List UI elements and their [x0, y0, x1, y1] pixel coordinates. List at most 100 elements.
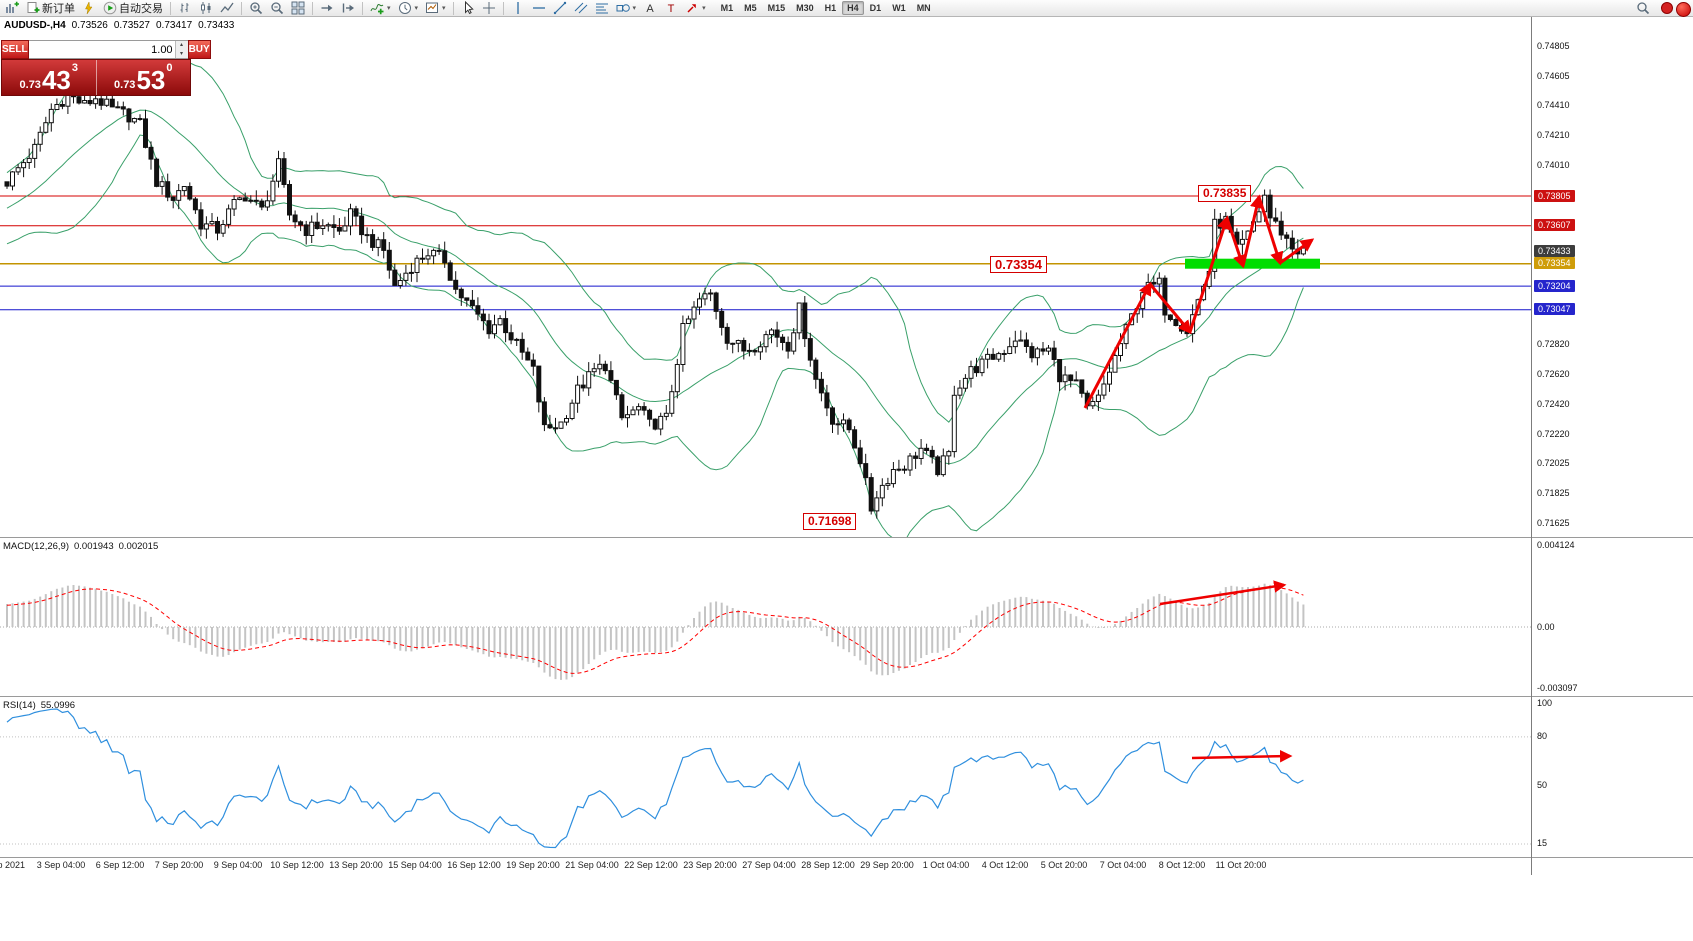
chevron-down-icon[interactable]: ▾ [414, 5, 419, 12]
time-tick-label: 22 Sep 12:00 [624, 860, 678, 870]
market-watch-button[interactable] [79, 0, 99, 17]
price-tick-label: 0.74410 [1537, 100, 1570, 111]
template-icon [426, 2, 439, 13]
zoom-in-button[interactable] [246, 0, 266, 17]
rsi-line [6, 708, 1304, 849]
timeframe-mn-button[interactable]: MN [916, 3, 931, 13]
timeframe-m30-button[interactable]: M30 [796, 3, 814, 13]
periods-button[interactable]: ▾ [395, 0, 422, 17]
rsi-axis-label: 15 [1537, 838, 1548, 848]
timeframe-m15-button[interactable]: M15 [767, 3, 786, 13]
time-axis[interactable]: 3 Sep 2021 3 Sep 04:00 6 Sep 12:00 7 Sep 20… [0, 859, 1532, 874]
time-tick-label: 13 Sep 20:00 [329, 860, 383, 870]
new-chart-button[interactable] [2, 0, 22, 17]
time-tick-label: 28 Sep 12:00 [801, 860, 855, 870]
macd-name: MACD(12,26,9) [3, 541, 69, 552]
price-tick-label: 0.72025 [1537, 458, 1570, 468]
new-order-button[interactable]: 新订单 [23, 0, 78, 17]
auto-scroll-button[interactable] [317, 0, 337, 17]
fibonacci-button[interactable] [592, 0, 612, 17]
price-level-label: 0.73354 [1534, 257, 1575, 270]
rsi-value: 55.0996 [40, 700, 76, 711]
hline-icon [532, 7, 545, 9]
timeframe-w1-button[interactable]: W1 [892, 3, 906, 13]
support-zone-rectangle[interactable] [1185, 258, 1320, 269]
alerts-button[interactable] [1657, 0, 1677, 17]
rsi-label: RSI(14) 55.0996 [3, 700, 75, 711]
text-button[interactable]: A [640, 0, 660, 17]
timeframe-m5-button[interactable]: M5 [744, 3, 757, 13]
toolbar-separator [170, 1, 171, 15]
volume-input[interactable] [28, 41, 175, 58]
templates-button[interactable]: ▾ [422, 0, 449, 17]
macd-panel-separator[interactable] [0, 537, 1693, 538]
notification-badge-icon[interactable] [1676, 2, 1691, 17]
macd-panel-canvas[interactable] [0, 538, 1532, 696]
crosshair-button[interactable] [479, 0, 499, 17]
chevron-down-icon[interactable]: ▾ [442, 5, 446, 12]
horizontal-line-button[interactable] [529, 0, 549, 17]
bollinger-bands [6, 55, 1304, 538]
chevron-down-icon[interactable]: ▾ [702, 5, 706, 12]
autoscroll-icon [321, 4, 333, 12]
chart-bars-button[interactable] [175, 0, 195, 17]
shapes-button[interactable]: ▾ [613, 0, 640, 17]
time-tick-label: 7 Oct 04:00 [1099, 860, 1147, 870]
chart-candles-button[interactable] [196, 0, 216, 17]
zoom-out-button[interactable] [267, 0, 287, 17]
time-tick-label: 23 Sep 20:00 [683, 860, 737, 870]
sell-button[interactable]: SELL [1, 40, 29, 59]
buy-button[interactable]: BUY [187, 40, 211, 59]
vertical-line-button[interactable] [508, 0, 528, 17]
price-chart-canvas[interactable] [0, 17, 1532, 538]
rsi-axis-label: 80 [1537, 731, 1548, 741]
price-level-label: 0.73433 [1534, 245, 1575, 258]
trend-arrows[interactable] [1083, 194, 1315, 409]
rsi-panel-separator[interactable] [0, 696, 1693, 697]
clock-icon [398, 2, 411, 14]
buy-price-big: 53 [136, 65, 166, 95]
auto-trading-button[interactable]: 自动交易 [100, 0, 166, 17]
timeframe-h4-button[interactable]: H4 [842, 1, 864, 15]
rsi-trend-arrow[interactable] [1191, 749, 1293, 763]
search-button[interactable] [1633, 0, 1653, 17]
rsi-panel-canvas[interactable] [0, 697, 1532, 857]
macd-axis-label: 0.004124 [1537, 540, 1575, 550]
horizontal-levels[interactable] [0, 195, 1532, 311]
tile-icon [291, 1, 305, 15]
indicators-button[interactable]: ▾ [367, 0, 394, 17]
price-callout[interactable]: 0.73354 [990, 256, 1047, 273]
tile-windows-button[interactable] [288, 0, 308, 17]
timeframe-m1-button[interactable]: M1 [720, 3, 734, 13]
buy-price-display[interactable]: 0.73 53 0 [97, 60, 191, 95]
time-tick-label: 9 Sep 04:00 [213, 860, 263, 870]
sell-price-display[interactable]: 0.73 43 3 [2, 60, 96, 95]
trendline-button[interactable] [550, 0, 570, 17]
chart-shift-button[interactable] [338, 0, 358, 17]
price-axis[interactable]: 0.74805 0.74605 0.74410 0.74210 0.74010 0.728… [1532, 0, 1693, 875]
candlestick-series [4, 83, 1306, 519]
time-tick-label: 27 Sep 04:00 [742, 860, 796, 870]
volume-increase-button[interactable]: ▴ [175, 41, 188, 50]
price-callout[interactable]: 0.71698 [803, 513, 857, 530]
time-axis-separator [0, 857, 1693, 858]
timeframe-d1-button[interactable]: D1 [869, 3, 882, 13]
price-callout[interactable]: 0.73835 [1198, 185, 1252, 202]
chart-line-button[interactable] [217, 0, 237, 17]
macd-trend-arrow[interactable] [1159, 580, 1287, 606]
price-divider [95, 60, 97, 95]
arrows-button[interactable]: ▾ [682, 0, 709, 17]
zoom-in-icon [250, 2, 263, 15]
channel-button[interactable] [571, 0, 591, 17]
label-button[interactable]: T [661, 0, 681, 17]
crosshair-icon [482, 2, 495, 14]
timeframe-h1-button[interactable]: H1 [824, 3, 837, 13]
cursor-button[interactable] [458, 0, 478, 17]
price-tick-label: 0.74010 [1537, 160, 1570, 171]
chevron-down-icon[interactable]: ▾ [632, 5, 637, 12]
toolbar-separator [502, 1, 504, 15]
chevron-down-icon[interactable]: ▾ [387, 5, 391, 12]
price-tick-label: 0.72620 [1537, 368, 1570, 379]
sell-price-prefix: 0.73 [19, 79, 41, 91]
volume-decrease-button[interactable]: ▾ [175, 49, 188, 58]
